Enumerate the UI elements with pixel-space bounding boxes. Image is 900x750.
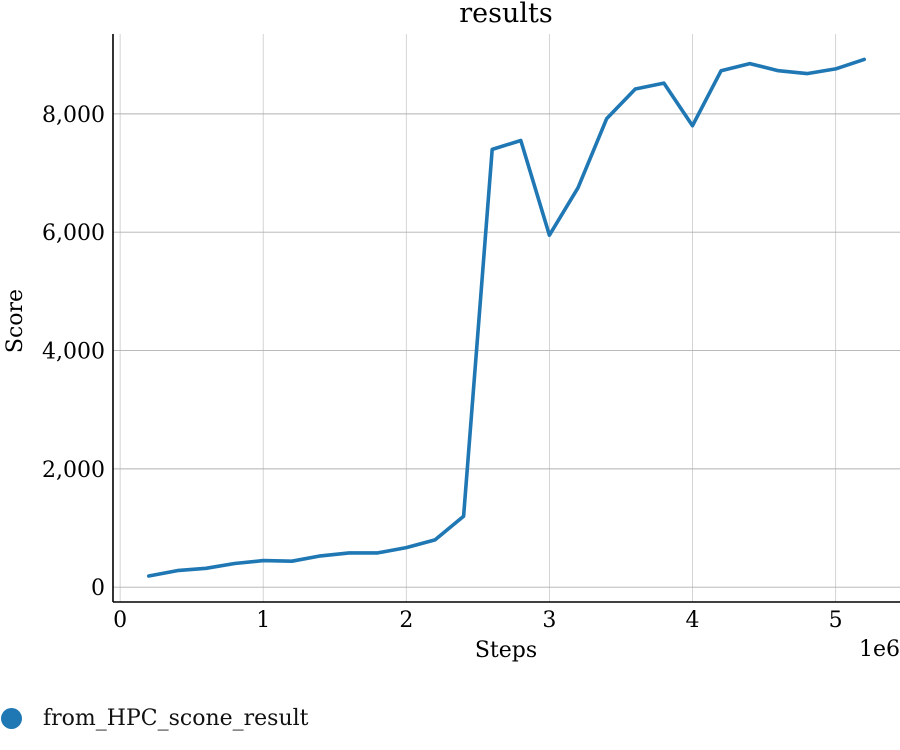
y-axis-label: Score [3,289,28,353]
data-point [519,139,522,142]
data-point [176,569,179,572]
y-tick-label: 6,000 [42,221,105,246]
y-tick-label: 8,000 [42,103,105,128]
series-lines [147,57,867,578]
legend-label: from_HPC_scone_result [43,706,309,731]
data-point [262,559,265,562]
data-point [662,82,665,85]
x-tick-label: 2 [399,608,413,633]
x-axis-offset-label: 1e6 [859,637,900,662]
x-tick-label: 5 [829,608,843,633]
data-point [491,148,494,151]
x-tick-label: 1 [256,608,270,633]
tick-labels: 0 1 2 3 4 5 0 2,000 4,000 6,000 8,000 [42,103,843,633]
data-point [548,234,551,237]
x-axis-label: Steps [475,638,537,663]
chart-title: results [459,0,552,29]
data-point [348,551,351,554]
data-point [748,62,751,65]
line-chart: 0 1 2 3 4 5 0 2,000 4,000 6,000 8,000 results Step… [3,0,900,663]
x-tick-label: 0 [113,608,127,633]
data-point [805,72,808,75]
data-point [777,69,780,72]
axes [112,34,900,603]
grid [113,34,900,602]
y-tick-label: 2,000 [42,458,105,483]
data-point [605,117,608,120]
data-point [576,186,579,189]
x-tick-label: 3 [542,608,556,633]
data-point [863,58,866,61]
data-point [204,567,207,570]
data-point [691,124,694,127]
y-tick-label: 0 [91,576,105,601]
data-point [433,538,436,541]
data-point [290,560,293,563]
data-point [720,69,723,72]
series-line [147,57,867,578]
data-point [834,67,837,70]
data-point [319,554,322,557]
data-point [147,574,150,577]
legend-marker [1,708,22,729]
y-tick-label: 4,000 [42,340,105,365]
data-point [405,546,408,549]
data-point [233,562,236,565]
data-point [462,515,465,518]
x-tick-label: 4 [686,608,700,633]
data-point [376,551,379,554]
data-point [634,87,637,90]
legend: from_HPC_scone_result [0,706,309,731]
